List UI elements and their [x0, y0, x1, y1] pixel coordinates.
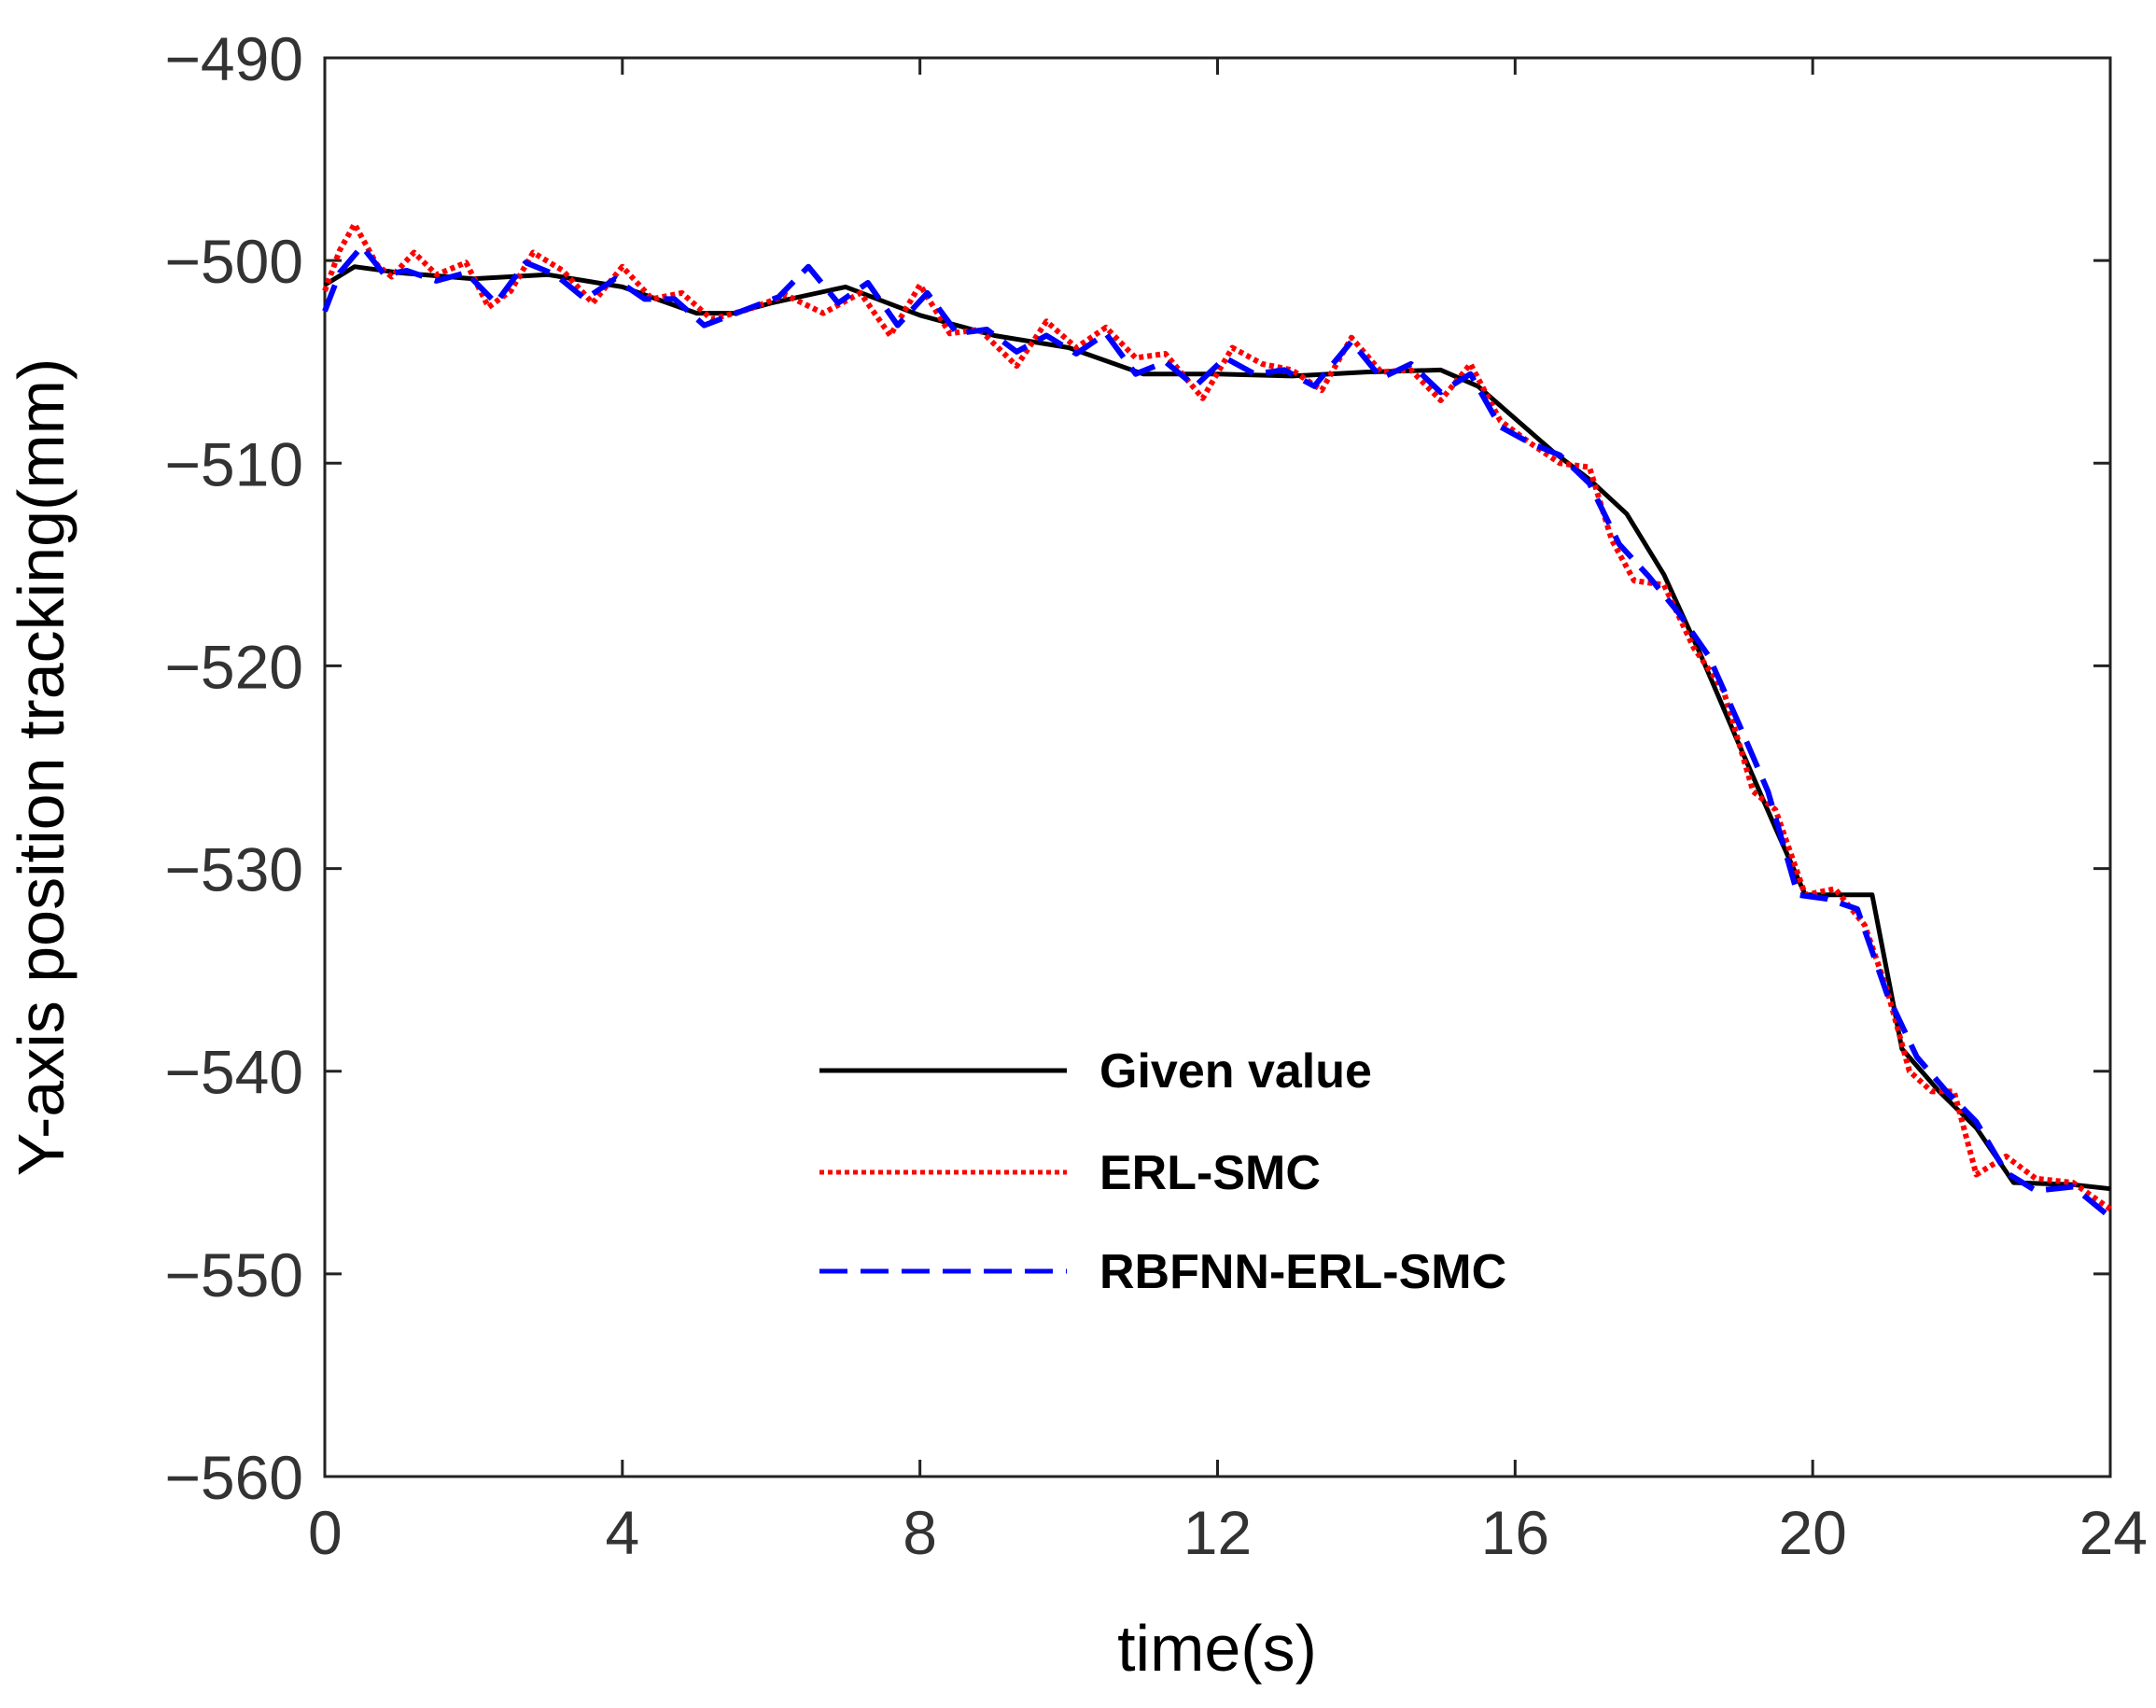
tick-labels: 0 4 8 12 16 20 24 −490 −500 −510 −520 −530 −540 −550 −…	[164, 24, 2148, 1567]
y-tick-label: −550	[164, 1240, 303, 1309]
x-tick-label: 8	[903, 1498, 937, 1567]
axis-ticks	[323, 56, 2112, 1478]
y-tick-label: −510	[164, 429, 303, 498]
x-tick-label: 0	[308, 1498, 343, 1567]
x-tick-label: 20	[1778, 1498, 1846, 1567]
legend: Given value ERL-SMC RBFNN-ERL-SMC	[819, 1044, 1506, 1299]
y-tick-label: −500	[164, 227, 303, 296]
y-tick-label: −530	[164, 835, 303, 904]
y-tick-label: −540	[164, 1038, 303, 1107]
plot-area	[323, 56, 2112, 1478]
y-tick-label: −560	[164, 1443, 303, 1512]
y-tick-label: −490	[164, 24, 303, 93]
legend-label-erl-smc: ERL-SMC	[1099, 1146, 1321, 1200]
x-tick-label: 4	[605, 1498, 639, 1567]
series-line-given-value	[323, 264, 2111, 1192]
y-axis-title: Y-axis position tracking(mm)	[5, 358, 77, 1177]
series-group	[322, 221, 2112, 1220]
y-tick-label: −520	[164, 632, 303, 701]
x-tick-label: 24	[2079, 1498, 2148, 1567]
legend-label-given-value: Given value	[1099, 1044, 1372, 1099]
x-axis-title: time(s)	[1117, 1612, 1317, 1685]
x-tick-label: 16	[1481, 1498, 1549, 1567]
x-tick-label: 12	[1183, 1498, 1252, 1567]
legend-label-rbfnn-erl-smc: RBFNN-ERL-SMC	[1099, 1245, 1506, 1299]
